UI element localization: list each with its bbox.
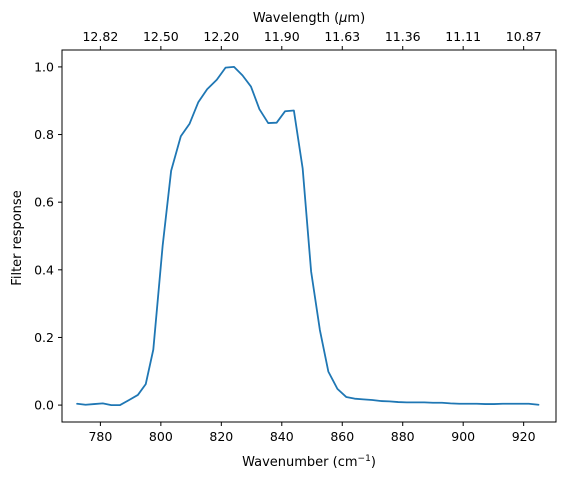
top-tick-label: 11.90	[264, 29, 300, 44]
top-tick-label: 12.20	[203, 29, 239, 44]
x-tick-label: 880	[391, 429, 415, 444]
y-tick-label: 1.0	[34, 59, 54, 74]
x-tick-label: 800	[149, 429, 173, 444]
x-axis-title: Wavenumber (cm−1)	[242, 454, 376, 470]
x-tick-label: 860	[330, 429, 354, 444]
top-x-axis: 12.82 12.50 12.20 11.90 11.63 11.36 11.11 10.87	[82, 29, 542, 50]
plot-frame	[61, 49, 557, 423]
x-tick-label: 820	[209, 429, 233, 444]
x-tick-label: 780	[88, 429, 112, 444]
y-tick-label: 0.4	[34, 262, 54, 277]
y-tick-label: 0.0	[34, 398, 54, 413]
plot-area	[61, 49, 557, 423]
x-tick-label: 920	[512, 429, 536, 444]
x-tick-label: 900	[451, 429, 475, 444]
x-tick-label: 840	[270, 429, 294, 444]
top-tick-label: 10.87	[506, 29, 542, 44]
top-tick-label: 12.50	[143, 29, 179, 44]
series-line	[76, 66, 540, 406]
top-tick-label: 11.36	[385, 29, 421, 44]
top-tick-label: 11.63	[324, 29, 360, 44]
top-axis-title: Wavelength (μm)	[253, 11, 365, 26]
bottom-x-axis: 780 800 820 840 860 880 900 920	[88, 422, 536, 444]
y-axis-title: Filter response	[10, 190, 25, 285]
left-y-axis: 0.0 0.2 0.4 0.6 0.8 1.0	[34, 59, 62, 413]
y-tick-label: 0.6	[34, 195, 54, 210]
top-tick-label: 11.11	[445, 29, 481, 44]
y-tick-label: 0.8	[34, 127, 54, 142]
top-tick-label: 12.82	[82, 29, 118, 44]
y-tick-label: 0.2	[34, 330, 54, 345]
